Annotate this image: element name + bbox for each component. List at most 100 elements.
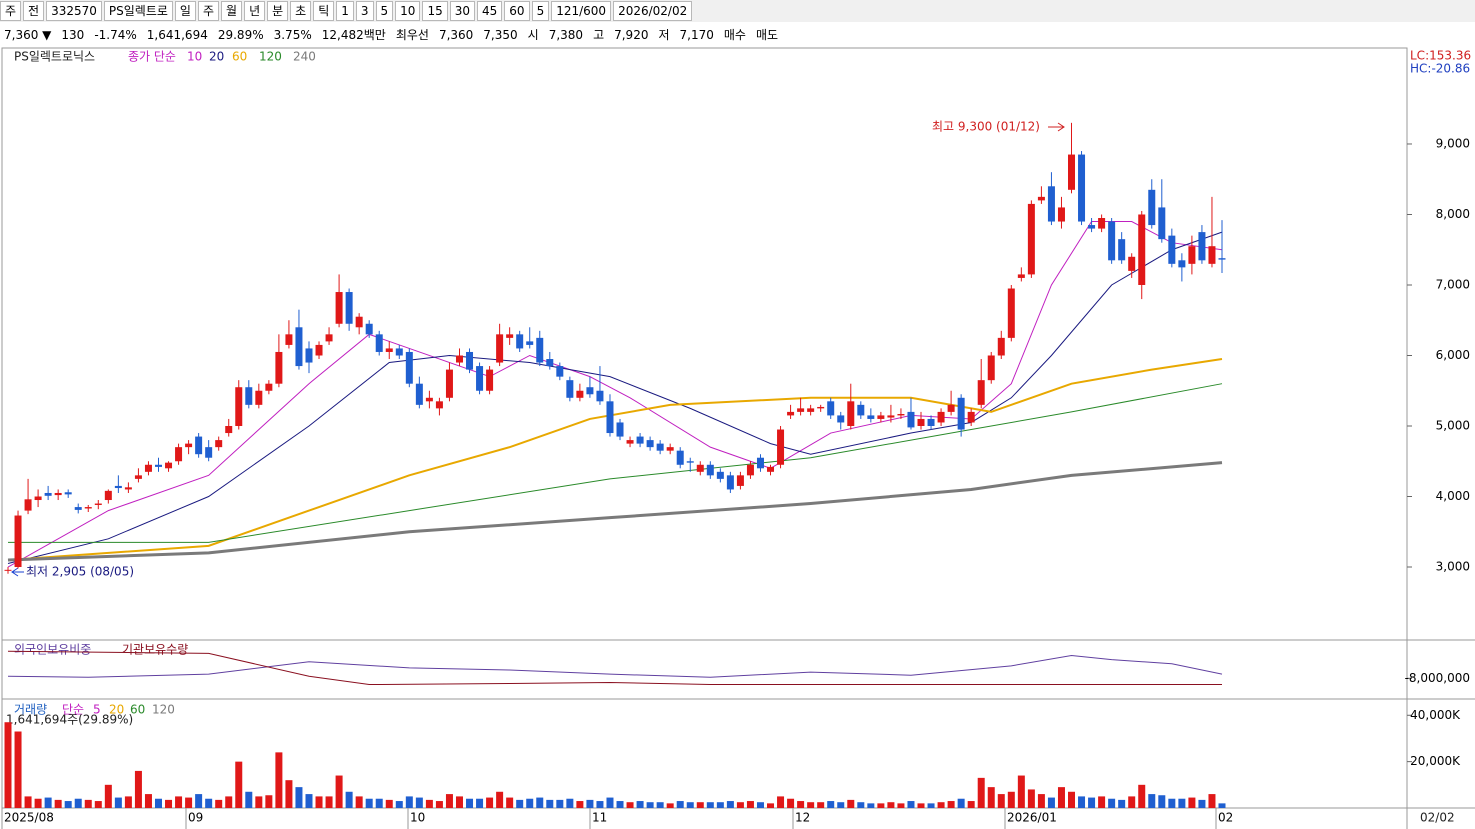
volume-bar [1128,796,1136,808]
toolbar-item[interactable]: 5 [531,1,550,21]
volume-bar [586,799,594,808]
candle-body [124,487,132,490]
toolbar-item[interactable]: 130 [61,28,85,42]
volume-bar [1047,797,1055,808]
toolbar-item[interactable]: 틱 [313,1,335,21]
toolbar-item[interactable]: 주 [0,1,22,21]
ma-label: 종가 단순 [128,50,176,64]
toolbar-item[interactable]: 고 [593,28,605,42]
candle-body [425,397,433,402]
toolbar-item[interactable]: 최우선 [395,28,429,42]
toolbar-item[interactable]: 매수 [723,28,746,42]
toolbar-item[interactable]: 1,641,694 [146,28,208,42]
toolbar-item[interactable]: 1 [336,1,354,21]
volume-bar [656,802,664,808]
volume-bar [486,797,494,808]
candle-body [466,351,474,370]
volume-bar [466,798,474,808]
toolbar-item[interactable]: 년 [244,1,266,21]
candle-body [807,408,815,412]
toolbar-item[interactable]: 60 [504,1,530,21]
holding-line [7,654,1223,678]
candle-body [445,369,453,398]
toolbar-item[interactable]: -1.74% [94,28,137,42]
toolbar-item[interactable]: 주 [197,1,220,21]
volume-bar [1007,791,1015,808]
volume-bar [235,761,243,808]
candle-body [767,466,775,472]
toolbar-item[interactable]: 3.75% [273,28,312,42]
toolbar-item[interactable]: 2026/02/02 [613,1,693,21]
high-note: 최고 9,300 (01/12) [932,120,1040,134]
toolbar-item[interactable]: 30 [449,1,476,21]
candle-body [1047,186,1055,222]
volume-bar [556,799,564,808]
candle-body [175,447,183,462]
volume-bar [606,797,614,808]
toolbar-item[interactable]: 전 [23,1,45,21]
y-tick-label: 9,000 [1436,136,1470,150]
volume-bar [375,798,383,808]
volume-bar [165,799,173,808]
candle-body [435,401,443,409]
toolbar-item[interactable]: 7,350 [483,28,518,42]
volume-bar [626,802,634,808]
volume-bar [54,799,62,808]
toolbar-item[interactable]: 7,380 [548,28,584,42]
toolbar-item[interactable]: 5 [375,1,394,21]
ma-line [7,231,1223,564]
toolbar-item[interactable]: 7,170 [679,28,714,42]
volume-bar [546,799,554,808]
toolbar-item[interactable]: 12,482백만 [321,28,386,42]
volume-bar [325,796,333,808]
toolbar-item[interactable]: 121/600 [551,1,612,21]
candle-body [1128,256,1136,271]
candle-body [857,404,865,416]
toolbar-item[interactable]: 월 [221,1,243,21]
toolbar-item[interactable]: 45 [477,1,503,21]
x-tick-label: 2025/08 [4,811,54,825]
toolbar-item[interactable]: 10 [395,1,421,21]
y-tick-label: 8,000 [1436,207,1470,221]
candle-body [345,292,353,324]
toolbar-item[interactable]: 저 [658,28,670,42]
toolbar-item[interactable]: PS일렉트로 [103,1,173,21]
volume-bar [144,794,152,808]
candle-body [1198,232,1206,261]
toolbar-item[interactable]: 분 [267,1,289,21]
legend-entry: 120 [152,703,175,717]
candle-body [195,436,203,455]
toolbar-item[interactable]: 15 [422,1,448,21]
candle-body [907,411,915,428]
toolbar-item[interactable]: 7,360 ▼ [4,28,52,42]
toolbar-item[interactable]: 7,920 [614,28,649,42]
x-tick-label: 12 [795,811,810,825]
candle-body [606,401,614,434]
toolbar-item[interactable]: 332570 [46,1,102,21]
toolbar-item[interactable]: 29.89% [217,28,264,42]
toolbar-item[interactable]: 3 [355,1,374,21]
toolbar-item[interactable]: 초 [290,1,312,21]
toolbar-item[interactable]: 매도 [755,28,779,42]
toolbar-item[interactable]: 시 [527,28,539,42]
volume-bar [94,801,102,808]
volume-bar [104,784,112,808]
candle-body [154,464,162,467]
y-tick-label: 7,000 [1436,277,1470,291]
candle-body [777,429,785,465]
volume-bar [1057,787,1065,808]
volume-bar [134,770,142,808]
volume-bar [84,799,92,808]
volume-bar [34,798,42,808]
volume-bar [1088,797,1096,808]
candle-body [1178,260,1186,268]
hc: HC:-20.86 [1410,62,1470,76]
toolbar-item[interactable]: 일 [174,1,196,21]
candle-body [84,507,92,509]
volume-bar [1098,796,1106,808]
candle-body [957,397,965,430]
y-tick-label: 4,000 [1436,489,1470,503]
volume-bar [696,802,704,808]
volume-bar [1138,784,1146,808]
toolbar-item[interactable]: 7,360 [438,28,474,42]
